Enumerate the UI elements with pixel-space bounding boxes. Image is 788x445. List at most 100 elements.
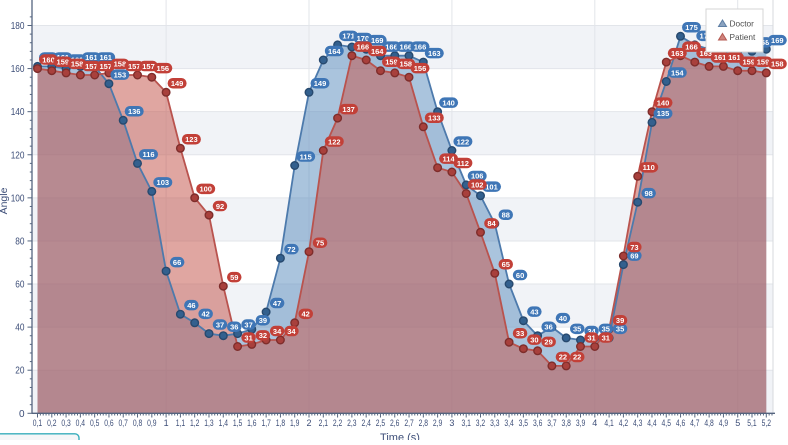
svg-text:154: 154: [671, 68, 684, 77]
svg-text:102: 102: [471, 180, 484, 189]
svg-text:33: 33: [516, 329, 524, 338]
svg-text:0,8: 0,8: [133, 418, 142, 428]
svg-text:1,5: 1,5: [233, 418, 242, 428]
svg-text:0,4: 0,4: [76, 418, 85, 428]
svg-text:137: 137: [342, 105, 355, 114]
svg-text:98: 98: [645, 189, 653, 198]
svg-text:4,6: 4,6: [676, 418, 685, 428]
svg-text:0,9: 0,9: [147, 418, 156, 428]
svg-text:164: 164: [328, 47, 341, 56]
svg-text:175: 175: [685, 23, 698, 32]
svg-text:34: 34: [287, 327, 296, 336]
svg-text:163: 163: [700, 49, 713, 58]
svg-text:161: 161: [728, 53, 741, 62]
svg-text:92: 92: [216, 202, 224, 211]
svg-text:40: 40: [559, 314, 567, 323]
svg-text:4,5: 4,5: [662, 418, 671, 428]
svg-text:37: 37: [216, 320, 224, 329]
svg-text:2,1: 2,1: [319, 418, 328, 428]
svg-text:2,3: 2,3: [347, 418, 356, 428]
svg-text:160: 160: [11, 64, 25, 75]
svg-text:0,2: 0,2: [47, 418, 56, 428]
svg-text:156: 156: [414, 64, 427, 73]
svg-text:166: 166: [414, 43, 427, 52]
svg-text:106: 106: [471, 172, 484, 181]
svg-text:59: 59: [230, 273, 238, 282]
svg-text:159: 159: [57, 58, 70, 67]
svg-text:Patient: Patient: [730, 32, 757, 42]
svg-text:161: 161: [714, 53, 727, 62]
svg-text:1,4: 1,4: [219, 418, 228, 428]
svg-text:2,8: 2,8: [419, 418, 428, 428]
svg-text:1,1: 1,1: [176, 418, 185, 428]
svg-text:164: 164: [371, 47, 384, 56]
svg-text:3,4: 3,4: [504, 418, 513, 428]
svg-text:43: 43: [530, 308, 538, 317]
svg-text:35: 35: [616, 325, 624, 334]
svg-text:122: 122: [328, 137, 341, 146]
svg-text:158: 158: [771, 60, 784, 69]
svg-text:4,9: 4,9: [719, 418, 728, 428]
svg-text:0,7: 0,7: [119, 418, 128, 428]
svg-text:140: 140: [11, 107, 25, 118]
svg-text:0,5: 0,5: [90, 418, 99, 428]
svg-text:153: 153: [114, 71, 127, 80]
svg-text:3,6: 3,6: [533, 418, 542, 428]
svg-text:170: 170: [357, 34, 370, 43]
svg-text:149: 149: [171, 79, 184, 88]
svg-text:4,3: 4,3: [633, 418, 642, 428]
svg-text:73: 73: [630, 243, 638, 252]
svg-text:166: 166: [685, 43, 698, 52]
svg-text:36: 36: [230, 323, 238, 332]
svg-text:2,6: 2,6: [390, 418, 399, 428]
svg-text:0,3: 0,3: [61, 418, 70, 428]
svg-text:1,2: 1,2: [190, 418, 199, 428]
svg-text:4,1: 4,1: [604, 418, 613, 428]
svg-text:140: 140: [442, 99, 455, 108]
svg-text:39: 39: [616, 316, 624, 325]
svg-text:3,8: 3,8: [562, 418, 571, 428]
svg-text:1,9: 1,9: [290, 418, 299, 428]
svg-text:115: 115: [300, 152, 312, 161]
svg-text:46: 46: [187, 301, 195, 310]
svg-text:2,4: 2,4: [361, 418, 370, 428]
svg-text:3,1: 3,1: [462, 418, 471, 428]
svg-text:88: 88: [502, 211, 510, 220]
svg-text:32: 32: [259, 331, 267, 340]
svg-text:1,7: 1,7: [261, 418, 270, 428]
svg-text:22: 22: [573, 353, 581, 362]
svg-text:22: 22: [559, 353, 567, 362]
svg-text:166: 166: [400, 43, 413, 52]
svg-text:39: 39: [259, 316, 267, 325]
svg-text:5,1: 5,1: [747, 418, 756, 428]
svg-text:4,2: 4,2: [619, 418, 628, 428]
svg-text:20: 20: [15, 366, 25, 377]
svg-text:166: 166: [385, 43, 398, 52]
svg-text:159: 159: [742, 58, 755, 67]
svg-text:157: 157: [142, 62, 155, 71]
svg-text:30: 30: [530, 336, 538, 345]
svg-text:116: 116: [142, 150, 154, 159]
svg-text:156: 156: [157, 64, 170, 73]
svg-text:101: 101: [485, 183, 498, 192]
svg-text:36: 36: [544, 323, 552, 332]
svg-text:35: 35: [573, 325, 581, 334]
svg-text:133: 133: [428, 114, 441, 123]
svg-text:158: 158: [114, 60, 127, 69]
svg-text:2,9: 2,9: [433, 418, 442, 428]
svg-text:163: 163: [671, 49, 684, 58]
svg-text:123: 123: [185, 135, 198, 144]
svg-text:47: 47: [273, 299, 281, 308]
svg-text:4,8: 4,8: [704, 418, 713, 428]
svg-text:3: 3: [449, 418, 454, 428]
svg-text:159: 159: [385, 58, 398, 67]
svg-text:4,7: 4,7: [690, 418, 699, 428]
svg-text:136: 136: [128, 107, 141, 116]
svg-text:157: 157: [128, 62, 141, 71]
svg-text:31: 31: [244, 333, 252, 342]
svg-text:0: 0: [19, 409, 25, 420]
svg-text:3,3: 3,3: [490, 418, 499, 428]
svg-text:158: 158: [71, 60, 84, 69]
svg-text:1: 1: [164, 418, 169, 428]
svg-text:65: 65: [502, 260, 510, 269]
